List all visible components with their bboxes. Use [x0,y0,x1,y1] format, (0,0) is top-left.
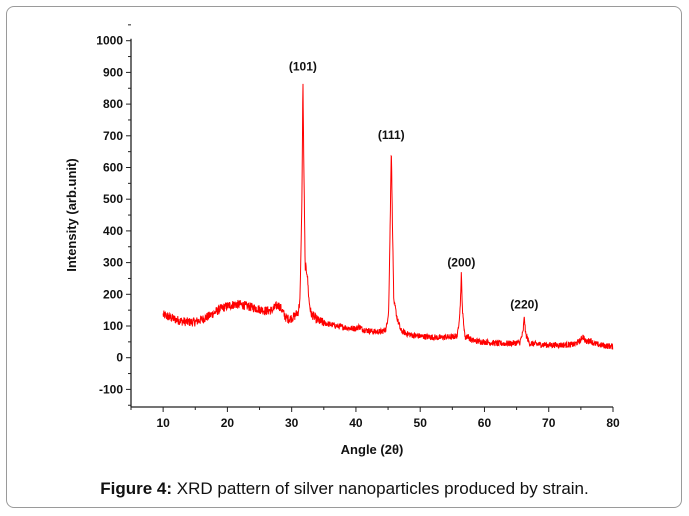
x-tick-label: 30 [285,416,299,430]
figure-frame [6,6,682,508]
x-tick-label: 50 [414,416,428,430]
x-tick-label: 20 [221,416,235,430]
peak-label: (101) [289,60,317,74]
figure-caption: Figure 4: XRD pattern of silver nanopart… [0,479,689,499]
y-tick-label: 1000 [96,34,123,48]
caption-label: Figure 4: [100,479,173,498]
x-tick-label: 80 [606,416,620,430]
y-tick-label: 100 [103,319,123,333]
series-line [162,83,614,350]
y-axis-label: Intensity (arb.unit) [64,158,79,271]
x-tick-label: 70 [542,416,556,430]
x-tick-label: 10 [156,416,170,430]
y-tick-label: 900 [103,65,123,79]
caption-text: XRD pattern of silver nanoparticles prod… [172,479,589,498]
y-tick-label: 600 [103,161,123,175]
y-tick-label: 800 [103,97,123,111]
peak-label: (220) [510,297,538,311]
x-tick-label: 60 [478,416,492,430]
y-tick-label: 400 [103,224,123,238]
x-tick-label: 40 [349,416,363,430]
y-tick-label: 0 [116,351,123,365]
y-tick-label: -100 [99,382,123,396]
x-axis-label: Angle (2θ) [341,442,404,457]
peak-label: (111) [378,128,405,142]
y-tick-label: 300 [103,256,123,270]
y-tick-label: 200 [103,287,123,301]
y-tick-label: 500 [103,192,123,206]
peak-label: (200) [447,256,475,270]
y-tick-label: 700 [103,129,123,143]
